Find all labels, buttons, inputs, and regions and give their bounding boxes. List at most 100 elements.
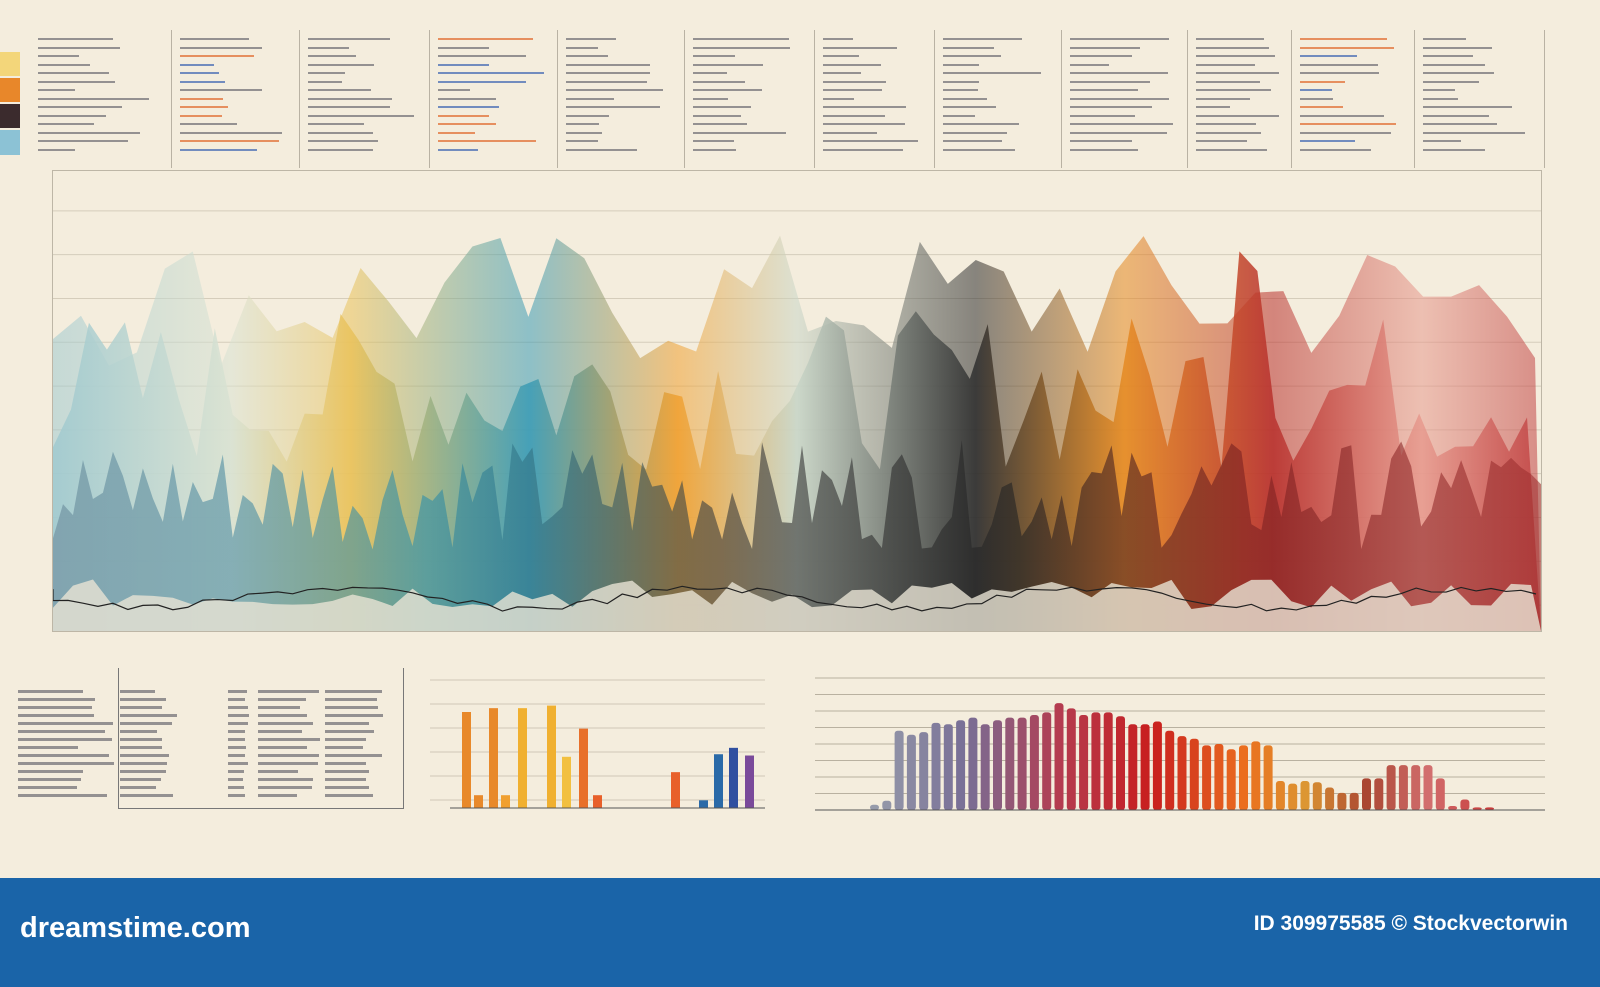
text-line	[566, 89, 663, 91]
table-cell	[258, 722, 314, 725]
text-line	[693, 46, 791, 49]
bar	[1411, 765, 1421, 810]
table-cell	[18, 746, 78, 749]
bar	[1214, 744, 1224, 810]
bar	[1152, 721, 1162, 810]
text-line	[1423, 131, 1526, 134]
text-line	[308, 114, 415, 117]
table-cell	[228, 730, 245, 733]
text-line	[566, 140, 598, 142]
text-line	[943, 140, 1003, 142]
table-cell	[120, 698, 166, 701]
table-cell	[325, 778, 366, 781]
bar	[919, 732, 929, 810]
table-cell	[120, 794, 173, 797]
bar	[1472, 807, 1482, 810]
text-line	[308, 63, 375, 66]
text-line	[1300, 80, 1345, 83]
text-line	[438, 38, 534, 40]
text-line	[1070, 123, 1174, 125]
text-line	[1196, 46, 1269, 49]
text-line	[1196, 89, 1271, 91]
right-bar-chart	[815, 677, 1545, 811]
text-line	[823, 38, 854, 40]
table-cell	[228, 778, 243, 781]
table-cell	[228, 714, 249, 717]
text-line	[566, 38, 617, 40]
bar	[1325, 787, 1335, 810]
text-line	[1300, 55, 1357, 57]
text-line	[1196, 106, 1231, 108]
text-line	[438, 114, 489, 117]
table-cell	[258, 690, 320, 693]
text-line	[1070, 72, 1169, 74]
text-line	[1070, 140, 1132, 142]
text-line	[1423, 123, 1498, 125]
text-line	[943, 123, 1020, 125]
text-line	[38, 46, 120, 49]
table-cell	[120, 730, 158, 733]
text-line	[308, 38, 391, 40]
text-line	[308, 97, 393, 100]
table-border	[118, 668, 404, 809]
text-line	[823, 106, 906, 108]
text-line	[566, 63, 651, 66]
table-cell	[120, 746, 162, 749]
bar	[1251, 741, 1261, 810]
text-line	[1196, 97, 1250, 100]
text-line	[438, 97, 496, 100]
bar	[1239, 745, 1248, 810]
info-panel	[558, 30, 685, 168]
bar	[1042, 712, 1052, 810]
text-line	[38, 131, 140, 134]
info-panel	[1415, 30, 1545, 168]
text-line	[180, 63, 214, 66]
table-cell	[325, 770, 370, 773]
text-line	[180, 148, 258, 151]
table-cell	[18, 738, 113, 741]
text-line	[693, 123, 747, 125]
text-line	[38, 38, 114, 40]
text-line	[823, 72, 861, 74]
bar	[1005, 717, 1015, 810]
text-line	[1070, 89, 1138, 91]
table-cell	[228, 698, 245, 701]
text-line	[1196, 140, 1248, 142]
text-line	[823, 114, 885, 117]
text-line	[1423, 97, 1458, 100]
table-cell	[228, 722, 248, 725]
text-line	[1196, 114, 1279, 117]
table-cell	[258, 754, 320, 757]
text-line	[1300, 106, 1344, 108]
bar	[1435, 778, 1445, 810]
table-cell	[228, 762, 249, 765]
text-line	[438, 80, 527, 83]
text-line	[1196, 80, 1261, 83]
table-cell	[258, 714, 307, 717]
bar	[1066, 708, 1076, 810]
text-line	[38, 106, 123, 108]
bar	[1029, 714, 1039, 810]
table-cell	[228, 706, 248, 709]
table-cell	[325, 786, 369, 789]
text-line	[566, 46, 598, 49]
bar	[882, 800, 892, 810]
bar	[1460, 799, 1470, 810]
bar	[489, 708, 498, 808]
info-panel	[935, 30, 1062, 168]
bar	[1485, 807, 1494, 810]
text-line	[180, 114, 222, 117]
bar	[518, 708, 527, 808]
text-line	[38, 55, 79, 57]
text-line	[1300, 63, 1379, 66]
text-line	[438, 140, 537, 142]
text-line	[308, 46, 349, 49]
bar	[714, 754, 723, 808]
bar	[1362, 778, 1371, 810]
text-line	[1300, 89, 1332, 91]
bar	[1448, 806, 1458, 810]
info-panel	[300, 30, 430, 168]
text-line	[693, 114, 742, 117]
table-cell	[18, 754, 109, 757]
table-cell	[325, 690, 383, 693]
